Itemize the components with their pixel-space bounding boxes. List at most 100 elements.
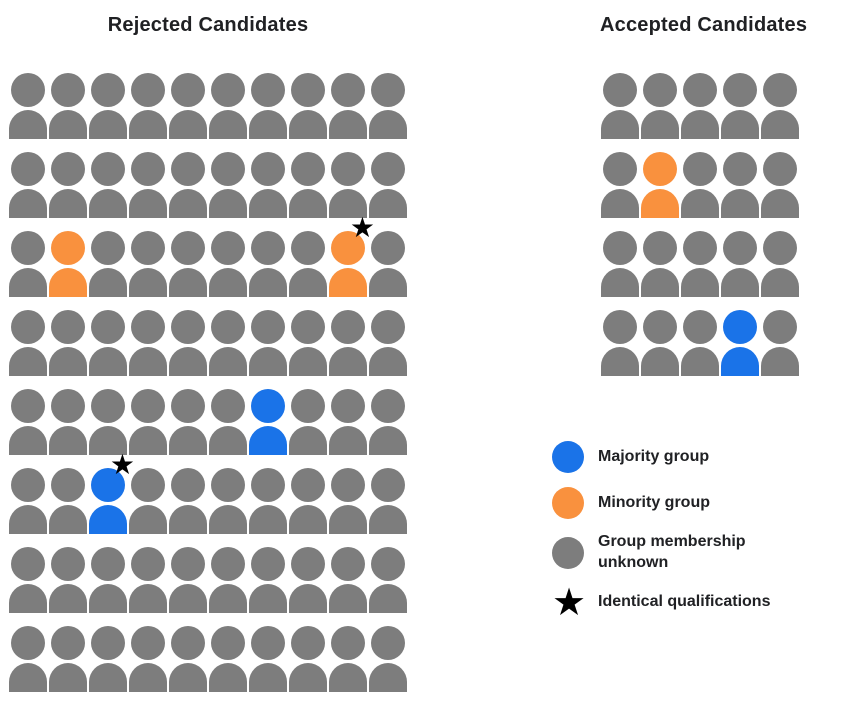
person-icon-unknown bbox=[368, 231, 408, 297]
person-icon-unknown bbox=[368, 152, 408, 218]
person-head bbox=[683, 231, 717, 265]
person-head bbox=[643, 73, 677, 107]
person-icon-unknown bbox=[48, 389, 88, 455]
legend-item-unknown: Group membership unknown bbox=[552, 532, 778, 574]
person-body bbox=[249, 347, 287, 376]
person-body bbox=[49, 663, 87, 692]
person-body bbox=[89, 268, 127, 297]
person-icon-unknown bbox=[288, 231, 328, 297]
person-icon-unknown bbox=[208, 152, 248, 218]
star-icon: ★ bbox=[552, 581, 587, 624]
person-icon-unknown bbox=[48, 310, 88, 376]
rejected-panel: Rejected Candidates ★ ★ bbox=[8, 14, 408, 705]
unknown-circle-icon bbox=[552, 536, 584, 569]
person-body bbox=[249, 426, 287, 455]
person-head bbox=[51, 389, 85, 423]
person-icon-unknown bbox=[48, 547, 88, 613]
person-head bbox=[251, 73, 285, 107]
person-body bbox=[721, 110, 759, 139]
person-head bbox=[11, 310, 45, 344]
person-head bbox=[171, 389, 205, 423]
person-icon-unknown bbox=[248, 231, 288, 297]
person-body bbox=[329, 268, 367, 297]
person-body bbox=[89, 584, 127, 613]
person-body bbox=[49, 505, 87, 534]
person-body bbox=[369, 505, 407, 534]
person-head bbox=[683, 73, 717, 107]
person-head bbox=[251, 626, 285, 660]
person-head bbox=[603, 73, 637, 107]
person-head bbox=[131, 231, 165, 265]
person-icon-unknown bbox=[600, 152, 640, 218]
person-body bbox=[89, 426, 127, 455]
person-icon-unknown bbox=[288, 310, 328, 376]
person-head bbox=[251, 152, 285, 186]
legend-item-majority: Majority group bbox=[552, 440, 778, 474]
minority-circle-icon bbox=[552, 487, 584, 519]
person-body bbox=[209, 189, 247, 218]
person-head bbox=[91, 310, 125, 344]
person-icon-unknown bbox=[328, 468, 368, 534]
person-head bbox=[371, 547, 405, 581]
person-body bbox=[289, 347, 327, 376]
person-icon-unknown bbox=[168, 310, 208, 376]
person-head bbox=[131, 73, 165, 107]
person-head bbox=[603, 231, 637, 265]
person-body bbox=[209, 268, 247, 297]
person-body bbox=[641, 189, 679, 218]
person-head bbox=[91, 626, 125, 660]
person-icon-unknown bbox=[8, 468, 48, 534]
person-body bbox=[169, 663, 207, 692]
person-body bbox=[681, 189, 719, 218]
person-body bbox=[49, 268, 87, 297]
person-icon-unknown bbox=[600, 310, 640, 376]
person-head bbox=[371, 626, 405, 660]
person-body bbox=[721, 268, 759, 297]
person-head bbox=[171, 152, 205, 186]
person-body bbox=[369, 347, 407, 376]
person-body bbox=[761, 189, 799, 218]
person-body bbox=[329, 426, 367, 455]
person-icon-unknown bbox=[8, 310, 48, 376]
person-body bbox=[289, 663, 327, 692]
person-head bbox=[171, 468, 205, 502]
person-icon-unknown bbox=[288, 626, 328, 692]
person-head bbox=[291, 73, 325, 107]
person-head bbox=[723, 310, 757, 344]
person-icon-unknown bbox=[48, 468, 88, 534]
person-body bbox=[9, 426, 47, 455]
person-head bbox=[643, 310, 677, 344]
person-body bbox=[9, 584, 47, 613]
person-body bbox=[681, 268, 719, 297]
person-body bbox=[329, 189, 367, 218]
person-icon-unknown bbox=[720, 231, 760, 297]
person-head bbox=[723, 73, 757, 107]
person-icon-unknown bbox=[88, 231, 128, 297]
person-icon-unknown bbox=[248, 626, 288, 692]
person-head bbox=[331, 73, 365, 107]
person-body bbox=[89, 663, 127, 692]
person-icon-unknown bbox=[720, 152, 760, 218]
person-body bbox=[681, 347, 719, 376]
person-body bbox=[721, 189, 759, 218]
person-body bbox=[49, 110, 87, 139]
person-body bbox=[289, 268, 327, 297]
person-icon-unknown bbox=[600, 73, 640, 139]
person-icon-unknown bbox=[368, 389, 408, 455]
person-head bbox=[11, 389, 45, 423]
person-body bbox=[9, 663, 47, 692]
person-body bbox=[249, 505, 287, 534]
person-head bbox=[51, 231, 85, 265]
person-icon-minority: ★ bbox=[328, 214, 375, 297]
person-icon-unknown bbox=[328, 310, 368, 376]
person-icon-unknown bbox=[248, 73, 288, 139]
person-icon-unknown bbox=[680, 73, 720, 139]
person-body bbox=[289, 505, 327, 534]
person-head bbox=[763, 310, 797, 344]
person-body bbox=[641, 268, 679, 297]
person-head bbox=[211, 73, 245, 107]
person-icon-unknown bbox=[48, 152, 88, 218]
person-body bbox=[761, 347, 799, 376]
person-head bbox=[171, 547, 205, 581]
legend-item-minority: Minority group bbox=[552, 486, 778, 520]
